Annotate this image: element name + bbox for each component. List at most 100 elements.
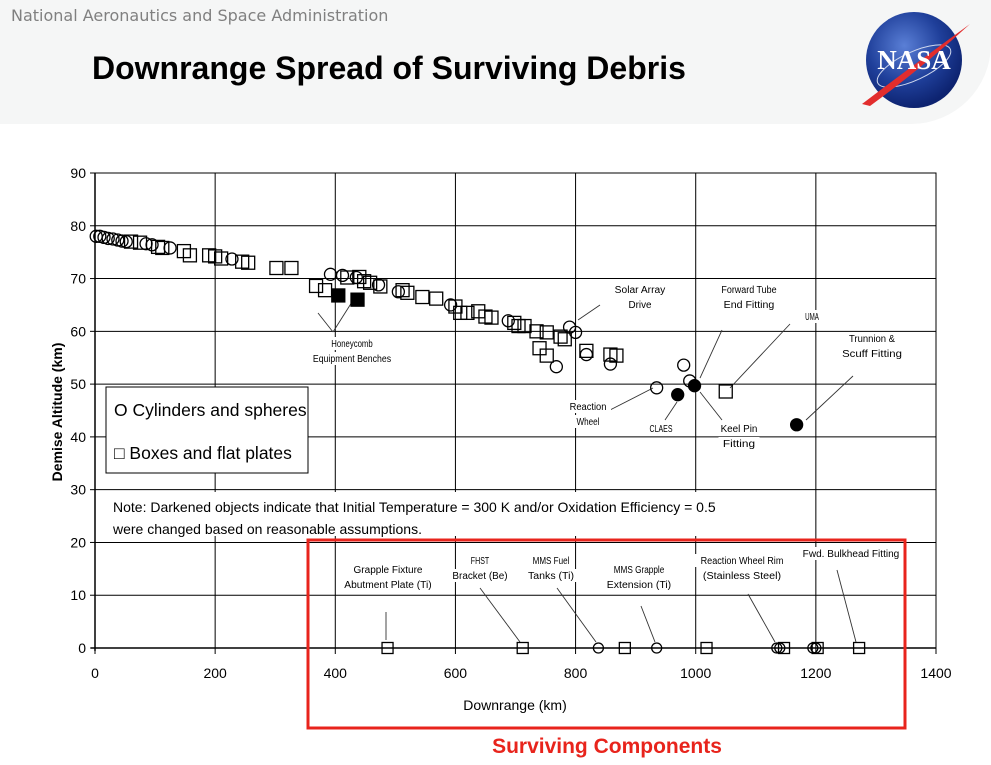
x-tick-label: 600 [444,665,468,681]
annotation-leader-line [479,587,521,643]
x-tick-label: 800 [564,665,588,681]
nasa-logo: NASA [862,12,970,108]
annotation-label-background [608,563,670,576]
x-tick-label: 1200 [800,665,831,681]
annotation-label: FHST [471,556,489,567]
y-tick-label: 50 [70,376,86,392]
annotation-label: Scuff Fitting [842,349,902,360]
annotation-label-background [447,569,513,582]
caption: Surviving Components [492,735,722,758]
annotation-label: Fwd. Bulkhead Fitting [803,549,900,560]
annotation-label-background [601,578,677,591]
data-point-square [381,641,394,655]
header-band [0,0,991,124]
y-tick-label: 60 [70,323,86,339]
annotation-label-background [694,554,790,567]
annotation-label-background [836,347,908,360]
y-axis-label: Demise Altitude (km) [49,343,65,482]
annotation-label: Tanks (Ti) [528,571,574,582]
annotation-label-background [326,337,378,350]
x-tick-label: 1400 [920,665,951,681]
annotation-label-background [795,547,907,560]
data-point-square [350,292,365,307]
annotation-label: Fitting [723,439,755,450]
annotation-label-background [528,554,574,567]
y-tick-label: 10 [70,587,86,603]
data-point-square [609,348,624,363]
data-point-square [284,260,299,276]
annotation-label-background [565,400,611,413]
data-point-square [241,255,256,270]
data-point-square [484,310,499,325]
annotation-label-background [696,569,788,582]
data-point-square [852,641,866,655]
note-line-2: were changed based on reasonable assumpt… [112,521,422,537]
annotation-label: Reaction Wheel Rim [701,556,784,567]
annotation-label: Extension (Ti) [607,580,671,591]
data-point-square [331,288,346,303]
logo-vector [862,24,970,106]
data-point-square [532,341,547,356]
annotation-leader-line [556,587,597,643]
annotation-label: Solar Array [615,285,666,296]
annotation-label: Drive [629,300,652,311]
annotation-leader-line [317,312,334,333]
data-point-square [213,251,229,266]
data-point-square [507,315,522,331]
data-point-square [557,332,572,347]
annotation-labels: Honeycomb Equipment Benches Solar Array Dri… [306,283,908,591]
data-point-circle [391,285,406,299]
annotation-leader-line [332,301,353,333]
data-point-circle [101,231,115,246]
data-point-square [539,348,554,363]
annotation-leader-line [729,323,791,389]
y-tick-label: 30 [70,482,86,498]
annotation-label: Trunnion & [849,334,895,345]
annotation-leader-line [699,391,723,421]
annotation-label-background [306,352,398,365]
annotation-leader-line [577,304,601,321]
annotation-label-background [801,310,823,323]
data-point-circle [671,388,685,402]
axes: 0 10 20 30 40 50 60 70 80 90 0 200 400 600 800 1000 1200… [70,165,951,681]
data-point-square [352,269,367,285]
y-tick-label: 40 [70,429,86,445]
data-point-square [155,240,170,256]
annotation-label-background [716,422,762,435]
annotation-label: Keel Pin [721,424,758,435]
legend: O Cylinders and spheres □ Boxes and flat… [105,386,309,474]
x-axis-label: Downrange (km) [463,697,566,713]
data-points [89,229,866,655]
annotation-label-background [467,554,493,567]
data-point-circle [335,268,350,283]
data-point-square [132,235,148,250]
data-point-circle [549,360,563,374]
data-point-square [150,239,166,255]
legend-box [105,386,309,474]
data-point-square [529,324,544,339]
data-point-square [777,641,791,655]
logo-text: NASA [877,45,951,75]
y-tick-label: 90 [70,165,86,181]
data-point-square [517,318,532,334]
annotation-label-background [347,563,429,576]
annotation-label: Bracket (Be) [452,571,507,582]
data-point-square [123,234,139,249]
data-point-circle [443,298,458,312]
data-point-square [516,641,529,655]
data-point-circle [650,381,664,395]
annotation-label-background [572,415,604,428]
annotation-label-background [523,569,579,582]
data-point-square [460,305,475,321]
x-tick-label: 200 [203,665,227,681]
annotation-leader-line [699,329,723,379]
y-tick-label: 70 [70,271,86,287]
annotation-label: (Stainless Steel) [703,571,781,582]
data-point-square [618,641,631,655]
data-point-circle [651,642,663,654]
data-point-circle [677,358,691,372]
note: Note: Darkened objects indicate that Ini… [98,492,738,537]
legend-entry-circles: O Cylinders and spheres [114,400,307,420]
data-point-circle [106,232,120,246]
data-point-circle [371,278,386,292]
